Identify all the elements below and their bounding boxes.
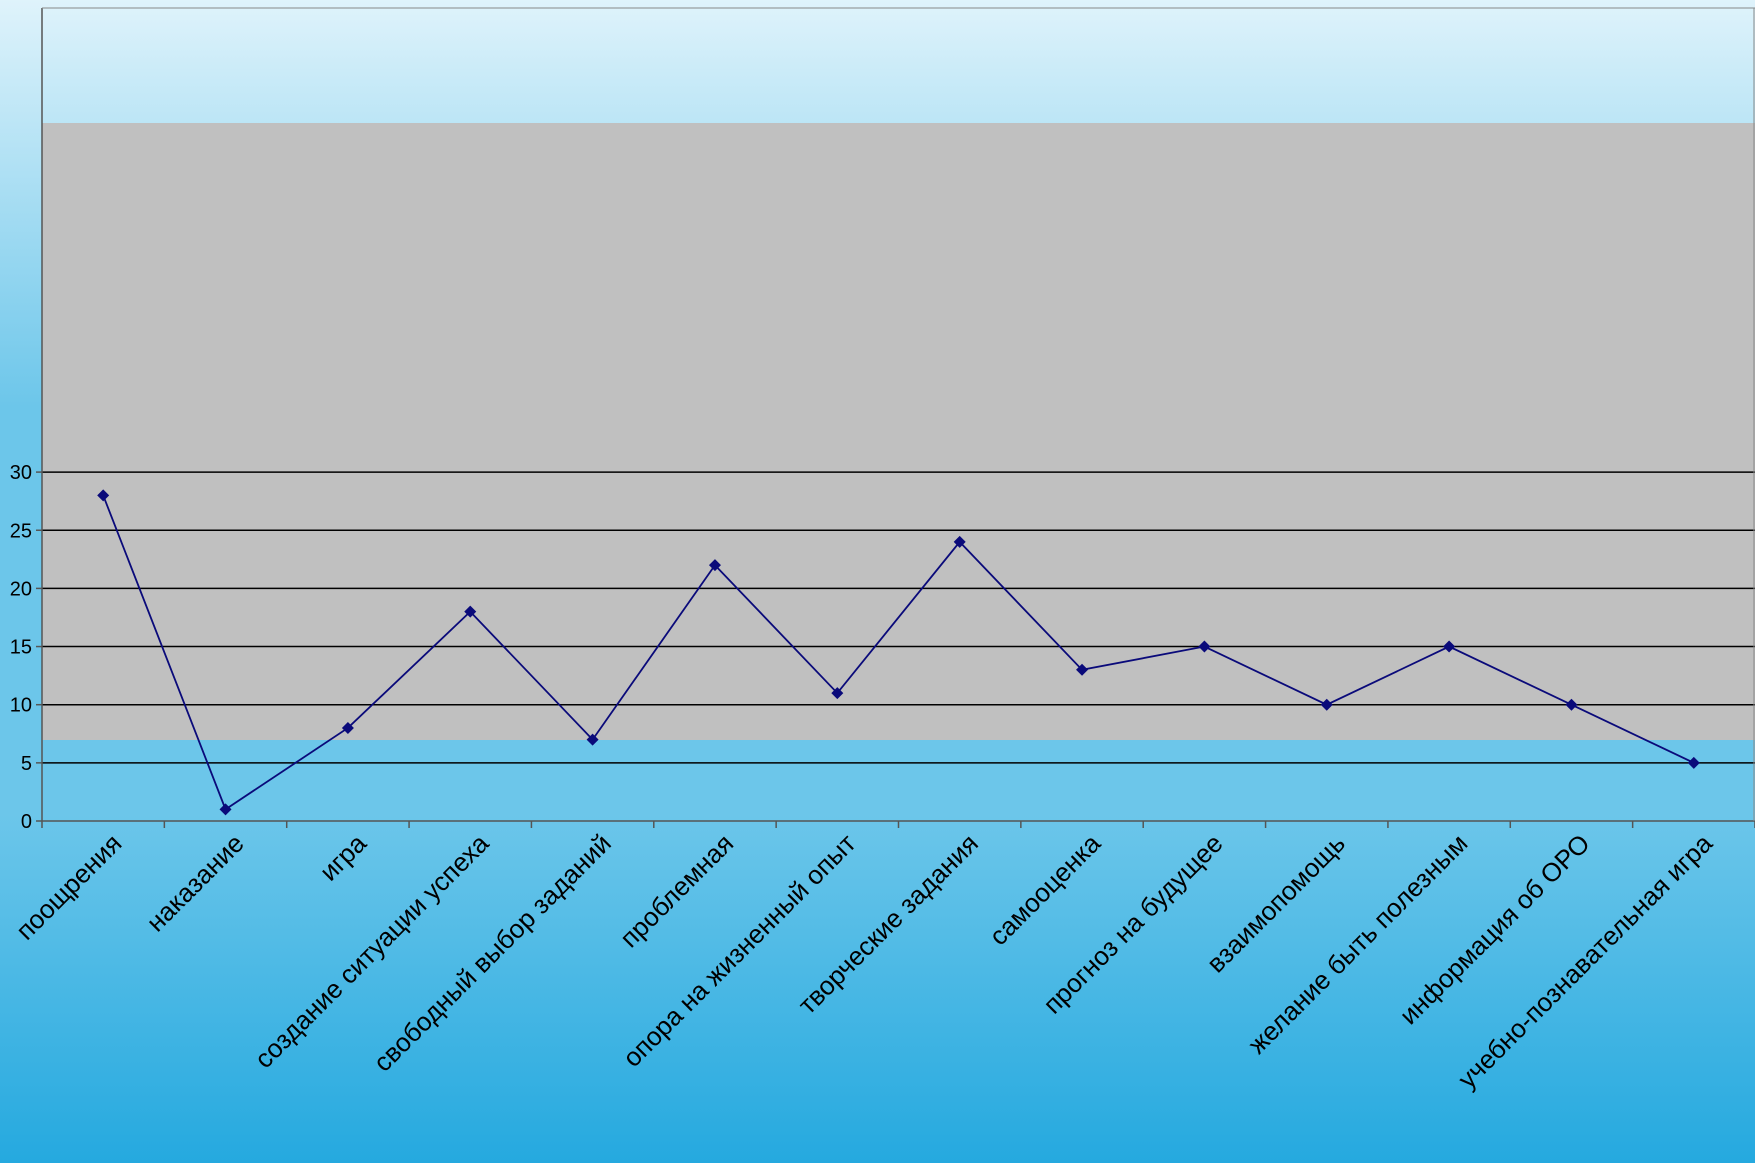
data-point	[97, 489, 110, 502]
data-point	[708, 559, 721, 572]
plot-area	[42, 123, 1755, 740]
data-point	[1198, 640, 1211, 653]
y-tick-label: 10	[10, 695, 32, 717]
axes	[36, 7, 1755, 828]
gridlines	[42, 471, 1755, 764]
data-point	[586, 733, 599, 746]
data-point	[1687, 756, 1700, 769]
y-tick-label: 5	[21, 753, 32, 775]
data-point	[831, 687, 844, 700]
data-point	[1443, 640, 1456, 653]
series-line	[102, 495, 1695, 811]
data-point	[341, 721, 354, 734]
series	[97, 489, 1700, 816]
y-tick-label: 30	[10, 462, 32, 484]
data-point	[464, 605, 477, 618]
y-tick-label: 25	[10, 520, 32, 542]
y-tick-label: 20	[10, 578, 32, 600]
data-point	[1320, 698, 1333, 711]
data-point	[953, 535, 966, 548]
y-tick-label: 15	[10, 637, 32, 659]
y-tick-labels: 0 5 10 15 20 25 30	[10, 462, 32, 833]
y-tick-label: 0	[21, 811, 32, 833]
data-point	[1565, 698, 1578, 711]
data-point	[1076, 663, 1089, 676]
data-point	[219, 803, 232, 816]
